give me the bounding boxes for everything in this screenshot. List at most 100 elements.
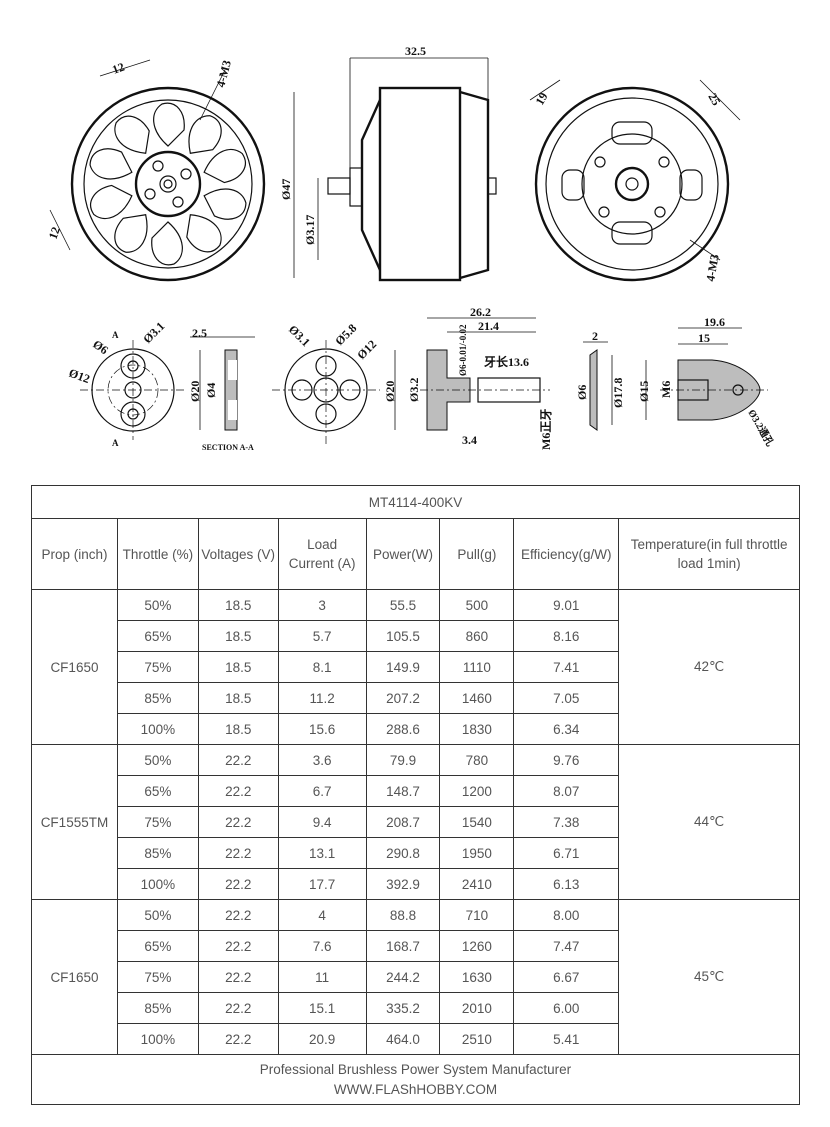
table-cell: 1260 [439, 930, 515, 962]
dim-label: Ø6 [90, 337, 111, 357]
rotor-spoke [188, 115, 222, 154]
dim-label: Ø12 [354, 337, 379, 362]
dim-label: Ø15 [637, 381, 651, 402]
footer-tagline: Professional Brushless Power System Manu… [259, 1061, 572, 1077]
table-cell: 2410 [439, 868, 515, 900]
dim-label: 25 [705, 91, 723, 108]
table-cell: 6.13 [513, 868, 620, 900]
table-cell: 149.9 [365, 651, 441, 683]
table-cell: 85% [116, 992, 199, 1024]
table-cell: 6.00 [513, 992, 620, 1024]
table-row: CF1555TM 50% 22.2 3.6 79.9 780 9.76 44℃ [31, 744, 800, 900]
table-cell: 18.5 [197, 651, 279, 683]
table-cell: 8.1 [277, 651, 367, 683]
table-cell: 100% [116, 713, 199, 745]
footer-website: WWW.FLAShHOBBY.COM [333, 1081, 498, 1097]
table-cell: 335.2 [365, 992, 441, 1024]
table-cell: 1540 [439, 806, 515, 838]
dim-label: Ø3.2通孔 [745, 407, 776, 448]
table-cell: 65% [116, 930, 199, 962]
table-footer: Professional Brushless Power System Manu… [31, 1054, 800, 1105]
table-cell: 1460 [439, 682, 515, 714]
table-cell: 8.07 [513, 775, 620, 807]
table-cell: 2510 [439, 1023, 515, 1055]
dim-label: Ø3.1 [140, 319, 167, 346]
table-cell: 22.2 [197, 1023, 279, 1055]
dim-label: Ø3.2 [407, 378, 421, 402]
rotor-spoke [151, 221, 183, 266]
table-cell: 3 [277, 589, 367, 621]
table-cell: 22.2 [197, 899, 279, 931]
rotor-spoke [90, 184, 133, 219]
column-header: Throttle (%) [116, 518, 199, 590]
performance-table: MT4114-400KV Prop (inch) Throttle (%) Volt… [31, 485, 800, 1105]
table-cell: 22.2 [197, 837, 279, 869]
table-cell: 22.2 [197, 868, 279, 900]
table-cell: 6.71 [513, 837, 620, 869]
temperature-cell: 45℃ [618, 899, 800, 1055]
table-cell: 22.2 [197, 806, 279, 838]
table-cell: 148.7 [365, 775, 441, 807]
table-cell: 3.6 [277, 744, 367, 776]
table-cell: 1830 [439, 713, 515, 745]
table-cell: 15.6 [277, 713, 367, 745]
table-cell: 22.2 [197, 744, 279, 776]
dim-label: 21.4 [478, 319, 499, 333]
table-row: 65% 18.5 5.7 105.5 860 8.16 [32, 620, 800, 652]
side-view: 32.5 Ø47 Ø3.17 [279, 44, 497, 282]
table-cell: 5.7 [277, 620, 367, 652]
dim-label: Ø12 [67, 366, 92, 386]
table-row: 85% 22.2 15.1 335.2 2010 6.00 [32, 992, 800, 1024]
table-cell: 710 [439, 899, 515, 931]
column-header: Prop (inch) [31, 518, 118, 590]
temperature-cell: 42℃ [618, 589, 800, 745]
table-cell: 75% [116, 651, 199, 683]
dim-label: 32.5 [405, 44, 426, 58]
shaft-adapter: 26.2 21.4 Ø6-0.01/-0.02 牙长13.6 Ø20 Ø3.2 … [383, 305, 553, 450]
table-cell: 85% [116, 837, 199, 869]
dim-label: 15 [698, 331, 710, 345]
table-row: 75% 18.5 8.1 149.9 1110 7.41 [32, 651, 800, 683]
table-cell: 9.01 [513, 589, 620, 621]
table-cell: 500 [439, 589, 515, 621]
table-cell: 22.2 [197, 930, 279, 962]
dim-label: 19.6 [704, 315, 725, 329]
prop-adapter-b: Ø3.1 Ø5.8 Ø12 [272, 321, 380, 445]
dim-label: 12 [110, 60, 126, 77]
table-cell: 244.2 [365, 961, 441, 993]
table-cell: 780 [439, 744, 515, 776]
table-row: 75% 22.2 11 244.2 1630 6.67 [32, 961, 800, 993]
table-row: 65% 22.2 6.7 148.7 1200 8.07 [32, 775, 800, 807]
dim-label: 4-M3 [703, 253, 722, 282]
table-cell: 18.5 [197, 682, 279, 714]
dim-label: Ø4 [204, 383, 218, 398]
table-cell: 168.7 [365, 930, 441, 962]
dim-label: 2 [592, 329, 598, 343]
dim-label: Ø20 [188, 381, 202, 402]
table-cell: 8.00 [513, 899, 620, 931]
table-cell: 1950 [439, 837, 515, 869]
dim-label: M6 [659, 381, 673, 398]
table-cell: 5.41 [513, 1023, 620, 1055]
table-cell: 288.6 [365, 713, 441, 745]
table-cell: 79.9 [365, 744, 441, 776]
rotor-spoke [203, 149, 246, 184]
table-row: 65% 22.2 7.6 168.7 1260 7.47 [32, 930, 800, 962]
table-cell: 7.38 [513, 806, 620, 838]
table-row: CF1650 50% 22.2 4 88.8 710 8.00 45℃ [31, 899, 800, 1055]
rotor-spoke [89, 148, 133, 180]
table-cell: 65% [116, 775, 199, 807]
table-cell: 50% [116, 899, 199, 931]
spinner-nut: 19.6 15 Ø15 M6 Ø3.2通孔 [637, 315, 777, 448]
table-cell: 75% [116, 806, 199, 838]
table-cell: 290.8 [365, 837, 441, 869]
column-header: Efficiency(g/W) [513, 518, 620, 590]
table-cell: 17.7 [277, 868, 367, 900]
table-cell: 13.1 [277, 837, 367, 869]
table-cell: 11.2 [277, 682, 367, 714]
table-cell: 464.0 [365, 1023, 441, 1055]
dim-label: 2.5 [192, 326, 207, 340]
table-row: CF1650 50% 18.5 3 55.5 500 9.01 42℃ [31, 589, 800, 745]
table-cell: 8.16 [513, 620, 620, 652]
table-cell: 208.7 [365, 806, 441, 838]
